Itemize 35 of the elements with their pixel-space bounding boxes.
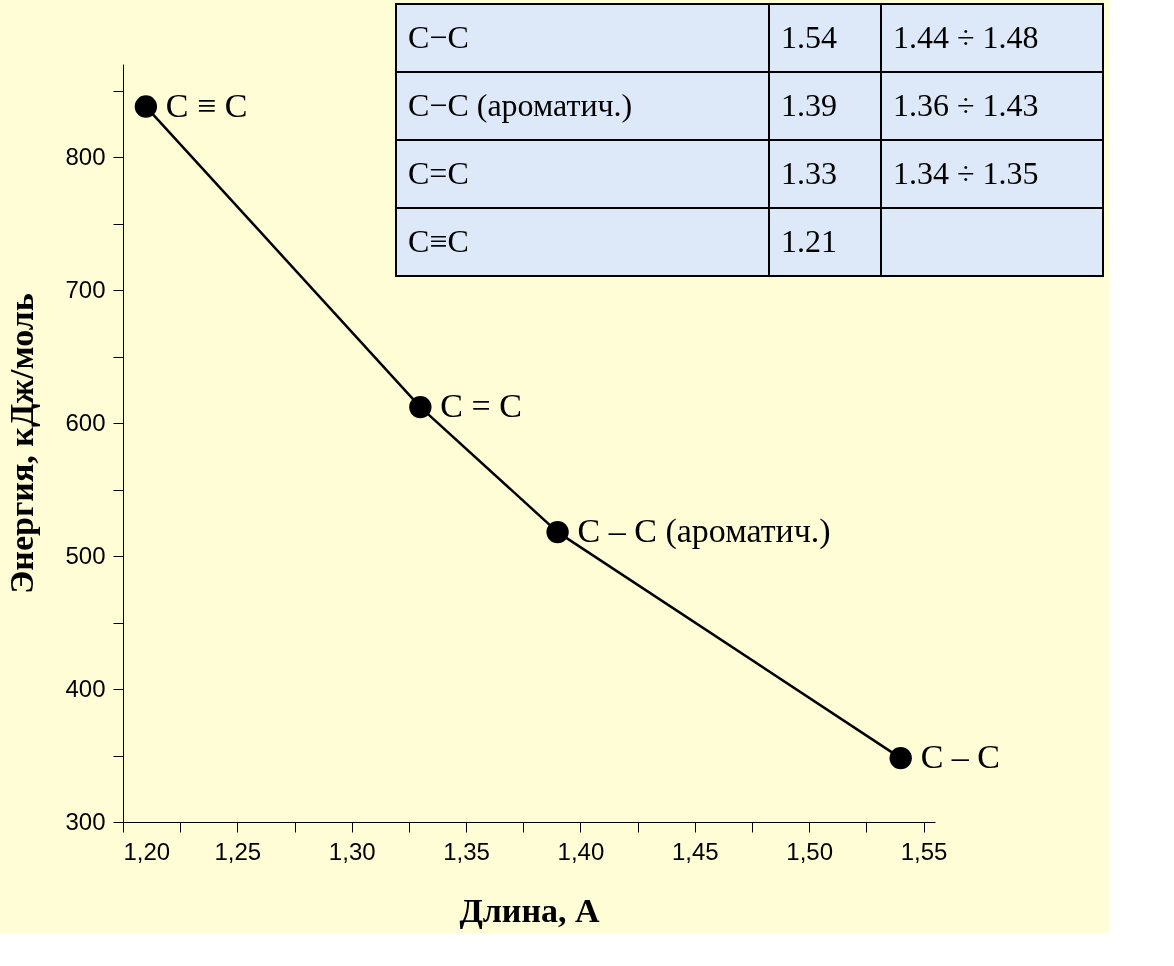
point (546, 520, 569, 544)
x-tick-label: 1,20 (123, 837, 171, 865)
text: 1.44 ÷ 1.48 (893, 19, 1039, 55)
y-tick-label: 700 (65, 275, 106, 303)
y-tick-label: 800 (65, 142, 106, 170)
x-tick-label: 1,30 (328, 837, 376, 865)
annotation: C−C (ароматич.) (408, 87, 633, 123)
x-tick-label: 1,55 (900, 837, 948, 865)
x-tick-label: 1,40 (557, 837, 605, 865)
annotation: 1.21 (781, 223, 837, 259)
y-tick-label: 300 (65, 807, 106, 835)
x-axis-title: Длина, А (459, 891, 601, 929)
annotation: C ≡ C (165, 86, 248, 124)
x-tick-label: 1,45 (671, 837, 719, 865)
annotation: C≡C (408, 223, 469, 259)
annotation: C = C (440, 387, 522, 425)
annotation: C – C (920, 738, 1001, 776)
x-tick-label: 1,35 (443, 837, 490, 865)
y-tick-label: 500 (65, 541, 106, 569)
y-tick-label: 600 (65, 408, 106, 436)
annotation: 1.33 (781, 155, 837, 191)
annotation: 1.36 ÷ 1.43 (893, 87, 1039, 123)
point (134, 95, 158, 118)
text: 1.54 (781, 19, 837, 55)
annotation: 1.39 (781, 87, 837, 123)
x-tick-label: 1,25 (214, 837, 262, 865)
text: C−C (408, 19, 469, 55)
annotation: C=C (408, 155, 469, 191)
x-tick-label: 1,50 (786, 837, 834, 865)
annotation: C – C (ароматич.) (577, 512, 831, 551)
point (889, 747, 912, 770)
annotation: 1.34 ÷ 1.35 (893, 155, 1039, 191)
point (409, 395, 432, 419)
y-axis-title: Энергия, кДж/моль (3, 293, 41, 594)
y-tick-label: 400 (65, 674, 106, 702)
